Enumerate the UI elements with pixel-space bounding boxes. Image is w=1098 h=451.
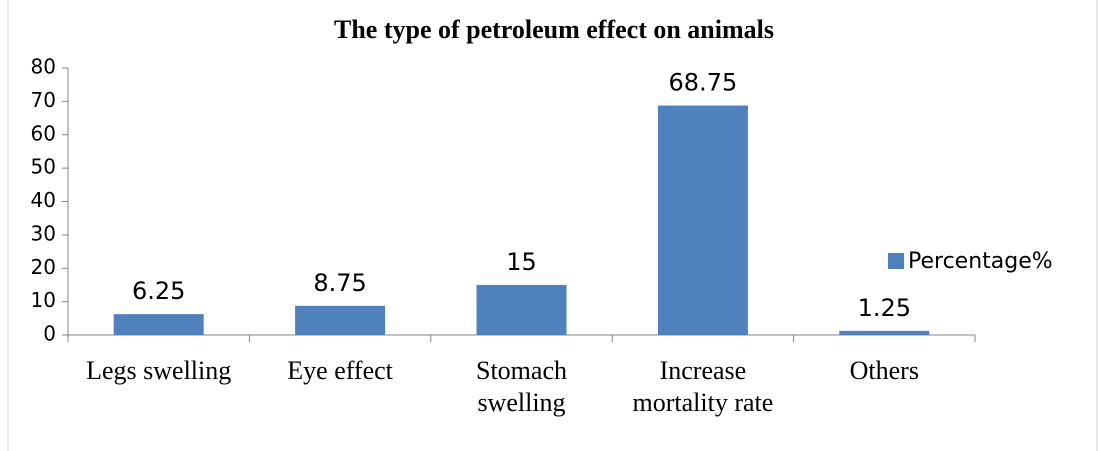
y-tick-label: 30 — [31, 221, 56, 245]
y-tick-label: 70 — [31, 88, 56, 112]
y-tick-label: 80 — [31, 55, 56, 79]
y-tick-label: 60 — [31, 121, 56, 145]
bar — [476, 284, 567, 335]
x-tick-label: Legs swelling — [86, 356, 231, 385]
data-label: 8.75 — [313, 269, 366, 297]
x-tick-label: Eye effect — [287, 356, 393, 385]
data-label: 15 — [506, 248, 537, 276]
legend-label: Percentage% — [908, 249, 1053, 274]
y-tick-label: 0 — [43, 322, 56, 346]
data-label: 68.75 — [669, 69, 738, 97]
data-label: 1.25 — [858, 294, 911, 322]
y-tick-label: 50 — [31, 155, 56, 179]
bar — [657, 105, 748, 335]
bar — [295, 305, 386, 335]
x-tick-label: Others — [850, 356, 919, 385]
x-tick-label: Stomach swelling — [476, 356, 567, 417]
data-label: 6.25 — [132, 277, 185, 305]
legend-swatch — [888, 253, 904, 269]
bar — [113, 314, 204, 335]
y-tick-label: 40 — [31, 188, 56, 212]
chart-border — [7, 0, 1098, 451]
y-tick-label: 10 — [31, 288, 56, 312]
bar — [839, 330, 930, 335]
x-tick-label: Increase mortality rate — [633, 356, 774, 417]
chart-title: The type of petroleum effect on animals — [334, 15, 774, 44]
y-tick-label: 20 — [31, 255, 56, 279]
